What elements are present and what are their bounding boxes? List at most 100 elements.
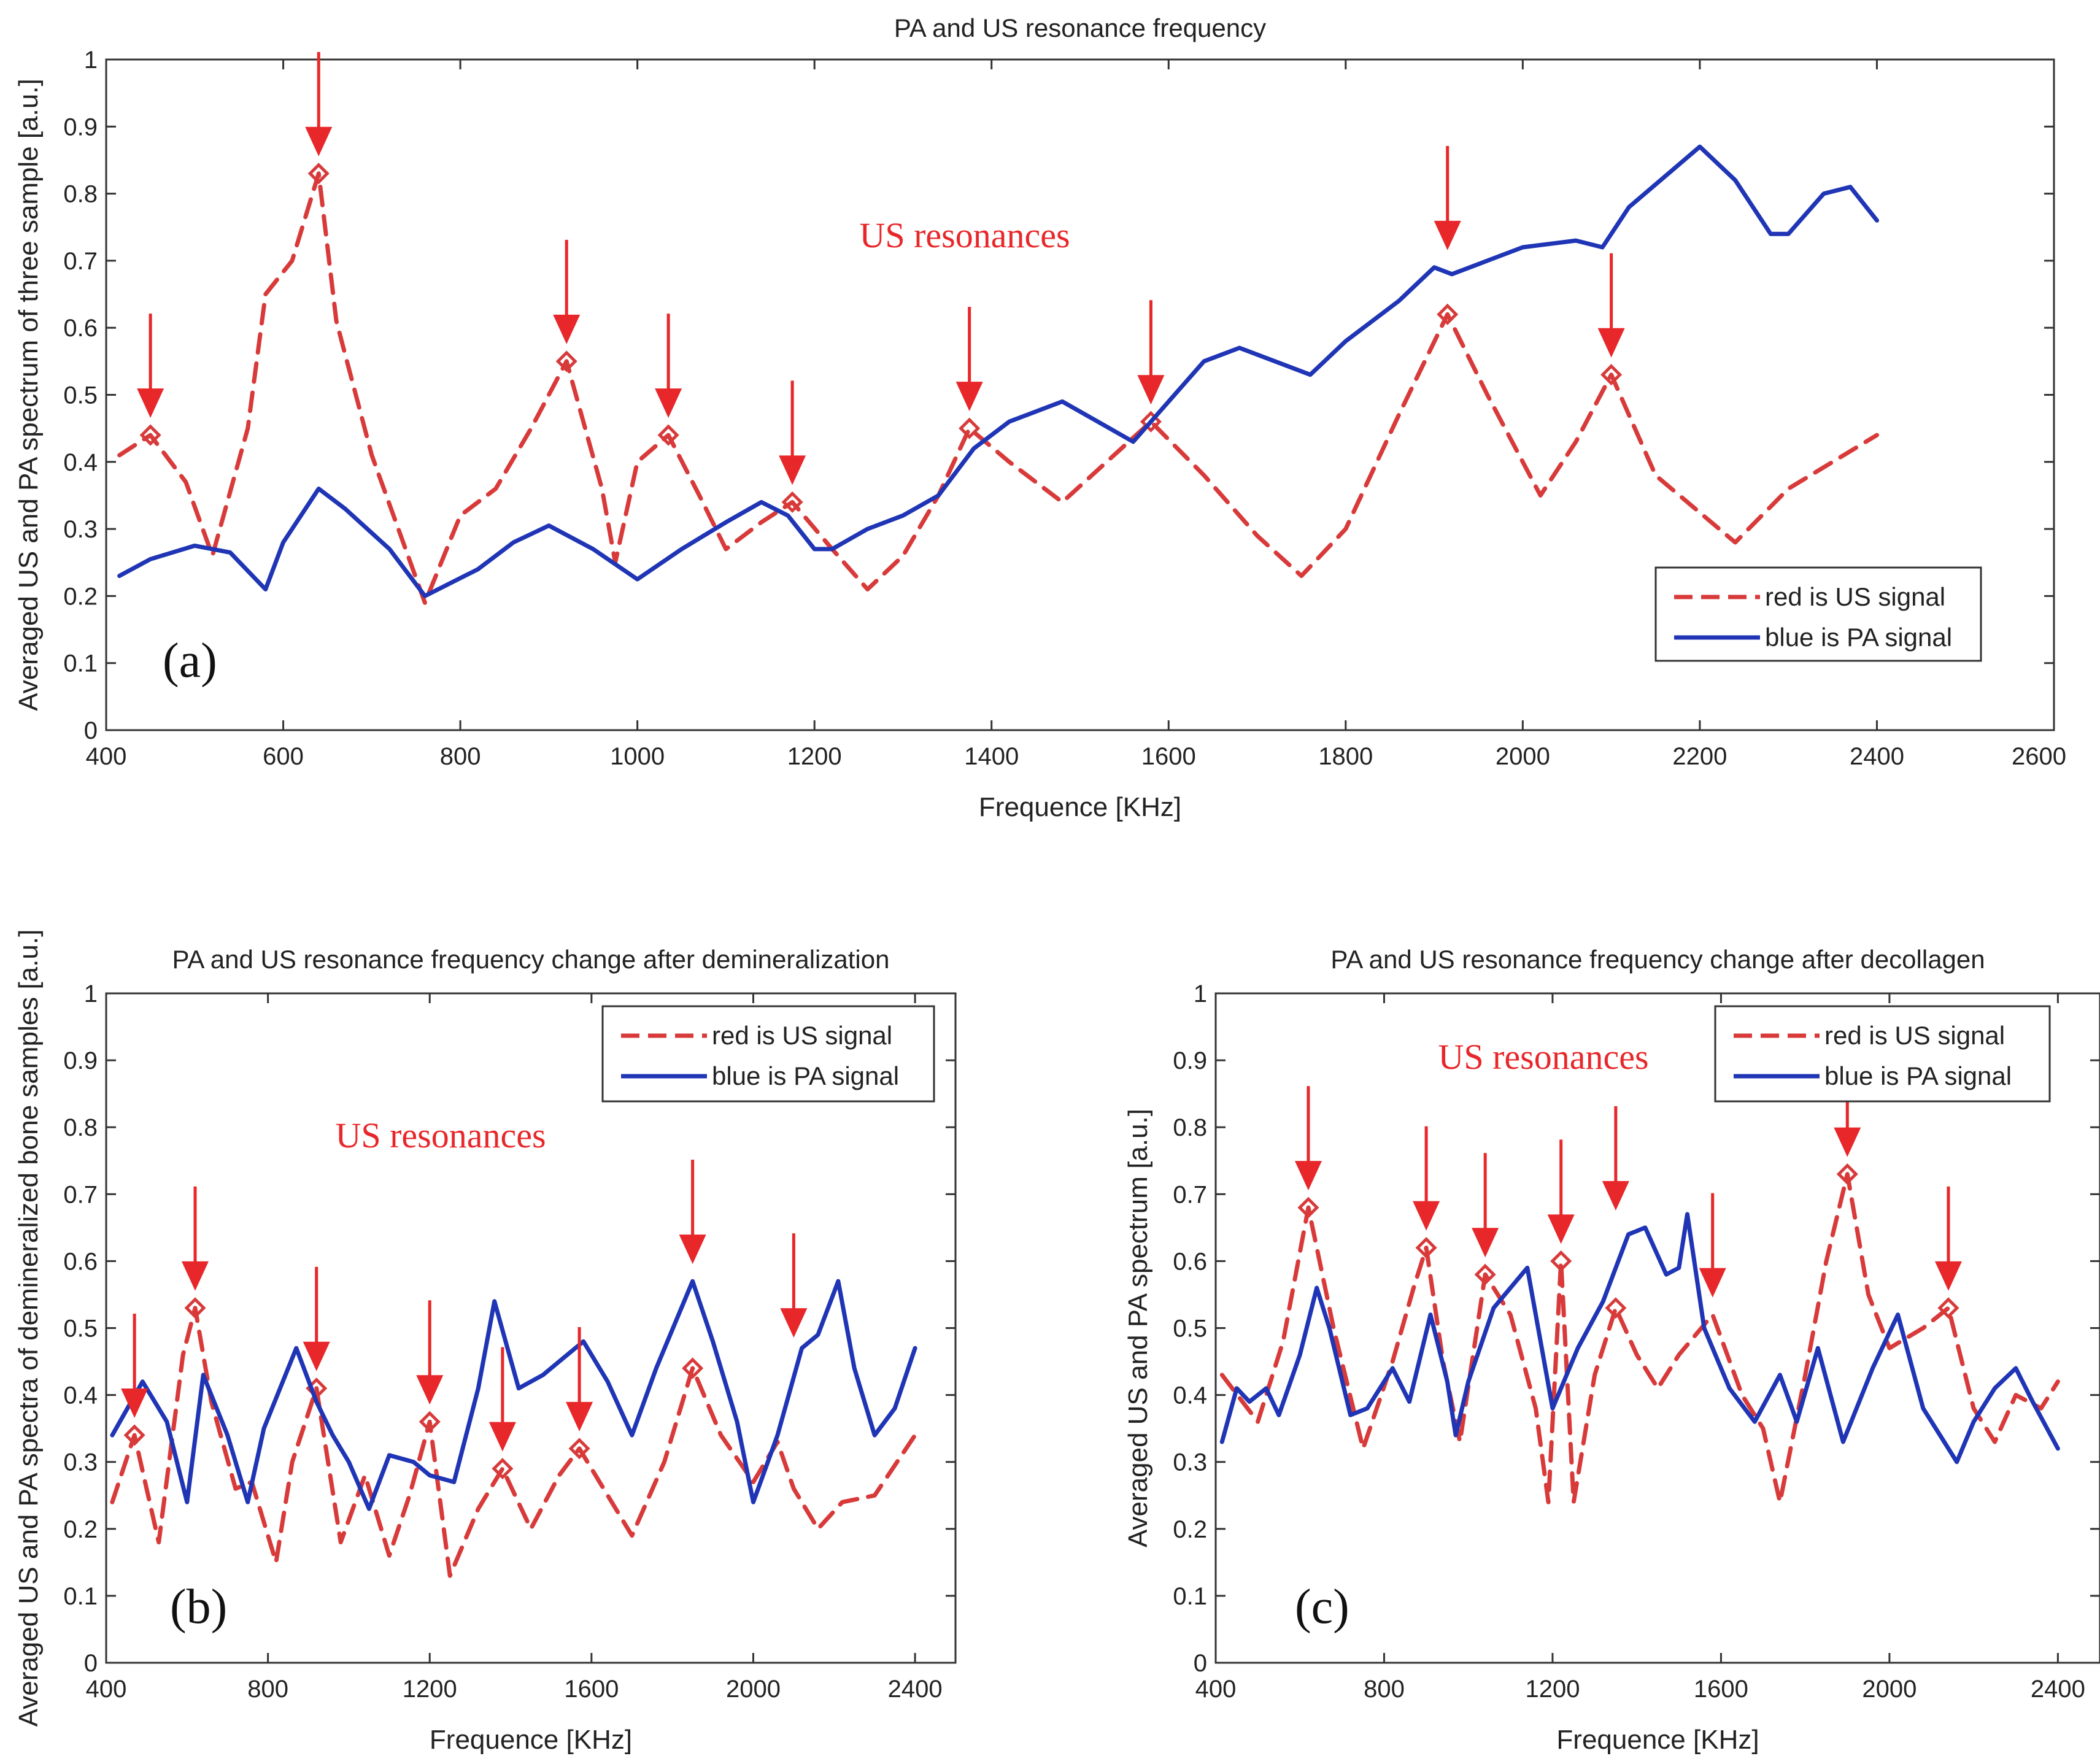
x-tick-label: 2400 [2031, 1676, 2085, 1703]
x-tick-label: 800 [440, 743, 481, 770]
chart-panel-c: PA and US resonance frequency change aft… [1123, 945, 2100, 1755]
resonance-marker [781, 491, 803, 513]
panel-label: (c) [1295, 1580, 1349, 1634]
resonance-marker [1437, 303, 1459, 325]
x-axis-label: Frequence [KHz] [1556, 1725, 1759, 1755]
resonance-marker [419, 1411, 441, 1433]
resonance-marker [492, 1458, 514, 1480]
panel-label: (a) [163, 634, 217, 688]
pa-signal-line [117, 144, 1879, 598]
legend-entry: blue is PA signal [712, 1061, 899, 1090]
y-tick-label: 0 [84, 1650, 98, 1677]
resonance-marker [123, 1424, 145, 1446]
legend-entry: blue is PA signal [1824, 1061, 2012, 1090]
resonance-arrow-head [1834, 1127, 1861, 1157]
x-tick-label: 400 [86, 743, 127, 770]
panel-label: (b) [170, 1580, 227, 1634]
y-tick-label: 0.2 [1173, 1516, 1207, 1543]
x-tick-label: 2000 [1862, 1676, 1917, 1703]
us-signal-line [110, 1306, 917, 1578]
legend-box [1714, 1005, 2051, 1103]
resonance-arrow-head [1597, 328, 1625, 358]
x-tick-label: 400 [1195, 1676, 1237, 1703]
resonance-arrow-head [416, 1375, 444, 1405]
y-tick-label: 0.5 [1173, 1315, 1207, 1342]
legend: red is US signal blue is PA signal [1654, 566, 1982, 662]
resonance-arrow-head [1547, 1214, 1575, 1244]
y-tick-label: 0.6 [63, 1248, 98, 1275]
x-tick-label: 1200 [1525, 1676, 1580, 1703]
y-tick-label: 1 [1194, 980, 1207, 1007]
x-tick-label: 800 [1364, 1676, 1405, 1703]
x-tick-label: 1200 [787, 743, 842, 770]
resonance-marker [1140, 410, 1162, 433]
resonance-marker [307, 163, 330, 185]
y-tick-label: 0.4 [1173, 1382, 1207, 1409]
us-resonances-annotation: US resonances [335, 1115, 546, 1155]
resonance-arrow-head [1413, 1201, 1440, 1231]
y-axis-label: Averaged US and PA spectra of deminerali… [14, 930, 44, 1727]
legend-entry: blue is PA signal [1765, 623, 1952, 652]
x-tick-label: 1400 [964, 743, 1019, 770]
resonance-arrow-head [566, 1401, 593, 1431]
legend-entry: red is US signal [712, 1021, 892, 1050]
x-tick-label: 1600 [1141, 743, 1196, 770]
y-tick-label: 0.3 [63, 516, 98, 543]
y-tick-label: 0.8 [1173, 1114, 1207, 1141]
x-tick-label: 2000 [726, 1676, 781, 1703]
resonance-arrow-head [780, 1308, 808, 1338]
resonance-arrow-head [1602, 1180, 1629, 1211]
x-tick-label: 2600 [2012, 743, 2066, 770]
resonance-arrow-head [1137, 375, 1165, 405]
y-tick-label: 0.2 [63, 583, 98, 610]
resonance-arrow-head [955, 382, 983, 412]
resonance-marker [657, 424, 679, 446]
y-tick-label: 0.1 [1173, 1583, 1207, 1610]
y-tick-label: 0.3 [1173, 1449, 1207, 1476]
y-tick-label: 0.6 [1173, 1248, 1207, 1275]
resonance-marker [1474, 1263, 1496, 1285]
us-signal-line [117, 171, 1879, 605]
resonance-arrow-head [779, 455, 806, 485]
y-tick-label: 0.4 [63, 449, 98, 476]
x-tick-label: 400 [86, 1676, 127, 1703]
resonance-marker [1937, 1297, 1959, 1319]
x-axis-label: Frequence [KHz] [979, 792, 1181, 822]
pa-signal-line [110, 1279, 917, 1511]
resonance-arrow-head [305, 126, 333, 156]
y-tick-label: 0.9 [1173, 1047, 1207, 1074]
resonance-marker [959, 417, 981, 439]
chart-title: PA and US resonance frequency change aft… [172, 945, 890, 974]
x-tick-label: 1000 [610, 743, 665, 770]
resonance-marker [1415, 1237, 1437, 1259]
y-tick-label: 0.3 [63, 1449, 98, 1476]
resonance-arrow-head [137, 388, 164, 418]
legend: red is US signal blue is PA signal [601, 1005, 935, 1103]
resonance-marker [555, 350, 577, 372]
resonance-arrow-head [1472, 1228, 1499, 1258]
resonance-marker [139, 424, 161, 446]
pa-signal-line [1219, 1212, 2060, 1465]
y-axis-label: Averaged US and PA spectrum [a.u.] [1123, 1109, 1153, 1547]
resonance-arrow-head [121, 1388, 149, 1419]
y-tick-label: 0.9 [63, 1047, 98, 1074]
resonance-arrow-head [1294, 1161, 1322, 1191]
us-signal-line [1219, 1172, 2060, 1504]
legend-entry: red is US signal [1824, 1021, 2005, 1050]
resonance-arrow-head [553, 314, 581, 344]
y-tick-label: 0.1 [63, 1583, 98, 1610]
x-tick-label: 2200 [1672, 743, 1727, 770]
resonance-marker [1600, 364, 1623, 386]
chart-title: PA and US resonance frequency change aft… [1330, 945, 1985, 974]
y-tick-label: 1 [84, 47, 98, 74]
resonance-arrow-head [488, 1422, 516, 1452]
resonance-arrow-head [1934, 1261, 1962, 1291]
y-tick-label: 0.8 [63, 1114, 98, 1141]
resonance-marker [1836, 1163, 1858, 1185]
y-tick-label: 0.6 [63, 315, 98, 342]
resonance-marker [184, 1297, 206, 1319]
resonance-marker [1605, 1297, 1627, 1319]
chart-panel-a: PA and US resonance frequency 0 0.1 0.2 0.3 0… [14, 13, 2066, 822]
y-tick-label: 0 [1194, 1650, 1207, 1677]
y-tick-label: 1 [84, 980, 98, 1007]
